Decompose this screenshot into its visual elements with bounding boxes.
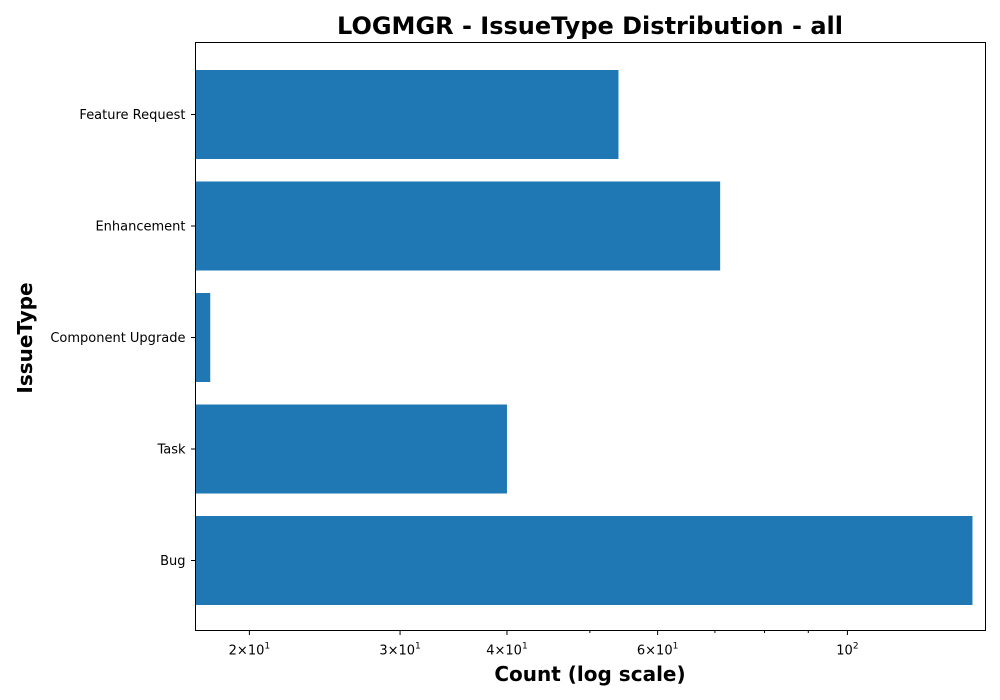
bars-group (195, 70, 973, 605)
bar-enhancement (195, 181, 721, 271)
bar-feature-request (195, 70, 619, 159)
y-tick-label: Component Upgrade (50, 331, 185, 346)
x-tick-label: 6×101 (637, 642, 678, 659)
bar-component-upgrade (195, 293, 211, 382)
x-axis-label: Count (log scale) (494, 662, 685, 686)
y-tick-label: Task (156, 443, 186, 458)
bar-bug (195, 516, 973, 605)
y-tick-label: Bug (160, 554, 185, 569)
x-tick-label: 102 (836, 642, 858, 659)
x-tick-label: 3×101 (379, 642, 420, 659)
chart-title: LOGMGR - IssueType Distribution - all (337, 12, 843, 40)
x-tick-label: 4×101 (486, 642, 527, 659)
y-axis-label: IssueType (13, 282, 37, 393)
x-tick-label: 2×101 (229, 642, 270, 659)
y-ticks-group: Bug Task Component Upgrade Enhancement Featu… (50, 108, 196, 569)
y-tick-label: Enhancement (95, 220, 185, 235)
x-ticks-group: 2×101 3×101 4×101 6×101 102 (229, 630, 859, 659)
bar-task (195, 404, 507, 494)
y-tick-label: Feature Request (79, 108, 185, 123)
plot-frame (195, 42, 986, 631)
